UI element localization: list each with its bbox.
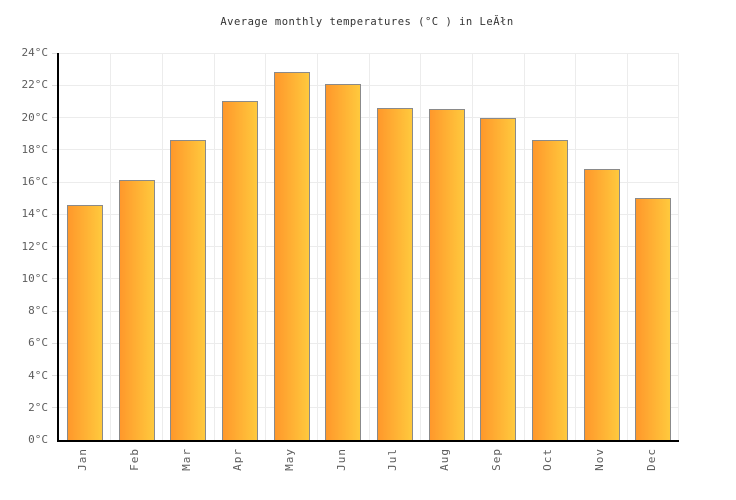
y-tick-label-6: 6°C [28,336,48,350]
v-gridline-4 [265,53,267,440]
bar-mar [170,140,207,440]
v-gridline-9 [523,53,525,440]
v-gridline-1 [110,53,112,440]
y-tick-label-14: 14°C [21,207,49,221]
x-tick-label-jun: Jun [334,448,348,471]
v-gridline-11 [626,53,628,440]
x-tick-cell-sep: Sep [470,448,522,471]
y-tick-label-12: 12°C [21,239,49,253]
bar-jun [325,83,362,440]
plot-area [52,52,679,442]
x-tick-label-may: May [283,448,297,471]
y-tick-mark-16 [52,181,57,183]
y-tick-mark-18 [52,149,57,151]
x-tick-cell-jul: Jul [367,448,419,471]
y-tick-mark-2 [52,407,57,409]
x-tick-cell-dec: Dec [625,448,677,471]
v-gridline-3 [213,53,215,440]
x-tick-label-jan: Jan [76,448,90,471]
v-gridline-8 [471,53,473,440]
y-tick-mark-14 [52,213,57,215]
x-tick-cell-jan: Jan [57,448,109,471]
bar-jul [376,107,413,440]
y-tick-mark-22 [52,84,57,86]
y-tick-label-10: 10°C [21,271,49,285]
bar-dec [635,198,672,440]
x-tick-label-sep: Sep [489,448,503,471]
y-tick-mark-10 [52,278,57,280]
bar-apr [221,101,258,440]
x-tick-label-oct: Oct [541,448,555,471]
x-tick-cell-apr: Apr [212,448,264,471]
y-tick-label-22: 22°C [21,78,49,92]
x-axis-labels: Jan Feb Mar Apr May Jun Jul Aug Sep Oct Nov Dec [57,448,677,471]
x-tick-cell-jun: Jun [315,448,367,471]
x-tick-label-jul: Jul [386,448,400,471]
x-tick-cell-mar: Mar [160,448,212,471]
x-tick-cell-feb: Feb [109,448,161,471]
y-tick-label-4: 4°C [28,368,48,382]
bar-oct [531,140,568,440]
x-tick-label-mar: Mar [179,448,193,471]
v-gridline-5 [316,53,318,440]
x-tick-label-nov: Nov [593,448,607,471]
y-tick-label-18: 18°C [21,142,49,156]
x-tick-cell-nov: Nov [574,448,626,471]
x-tick-label-apr: Apr [231,448,245,471]
v-gridline-10 [575,53,577,440]
y-tick-mark-24 [52,52,57,54]
y-tick-mark-6 [52,342,57,344]
x-tick-label-aug: Aug [438,448,452,471]
y-tick-mark-4 [52,375,57,376]
x-tick-cell-aug: Aug [419,448,471,471]
y-tick-label-24: 24°C [21,46,49,59]
bar-nov [583,169,620,440]
bar-may [273,72,310,440]
y-tick-mark-20 [52,117,57,118]
y-tick-label-2: 2°C [28,400,48,414]
y-tick-label-0: 0°C [28,433,48,446]
x-tick-label-feb: Feb [128,448,141,471]
bar-jan [66,204,103,440]
v-gridline-7 [420,53,422,440]
y-axis-labels: 0°C 2°C 4°C 6°C 8°C 10°C 12°C 14°C 16°C 18°C 20°C 2… [0,0,49,500]
chart-title: Average monthly temperatures (°C ) in Le… [220,16,514,28]
y-tick-mark-12 [52,246,57,247]
x-tick-cell-may: May [264,448,316,471]
plot-right-border [678,53,679,440]
x-tick-label-dec: Dec [644,448,658,471]
y-tick-label-16: 16°C [21,175,49,188]
bar-feb [118,180,155,440]
v-gridline-2 [161,53,163,440]
v-gridline-6 [368,53,370,440]
y-tick-label-8: 8°C [28,304,48,317]
y-tick-mark-8 [52,310,57,312]
x-tick-cell-oct: Oct [522,448,574,471]
bar-aug [428,109,465,440]
y-tick-label-20: 20°C [21,110,49,124]
bar-sep [480,117,517,440]
